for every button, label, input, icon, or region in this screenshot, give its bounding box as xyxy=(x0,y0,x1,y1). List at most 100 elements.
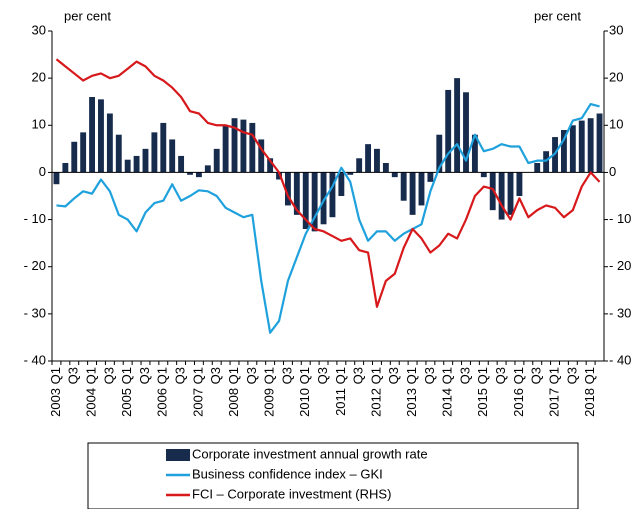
bar xyxy=(436,134,443,173)
bar xyxy=(578,120,585,173)
x-tick-label: 2015 Q1 xyxy=(475,367,490,417)
x-tick-label: 2010 Q1 xyxy=(297,367,312,417)
x-tick-label: 2008 Q1 xyxy=(226,367,241,417)
legend-label: Business confidence index – GKI xyxy=(192,466,383,481)
bar xyxy=(427,172,434,182)
y2-tick-label: 0 xyxy=(609,164,616,179)
legend-box xyxy=(87,442,579,509)
x-tick-label: Q3 xyxy=(173,367,188,384)
x-tick-label: 2011 Q1 xyxy=(333,367,348,416)
bar xyxy=(356,158,363,173)
bar xyxy=(178,155,185,173)
bar xyxy=(418,172,425,206)
y-tick-label: 10 xyxy=(32,117,46,132)
bar xyxy=(124,159,131,173)
bar xyxy=(293,172,300,215)
legend-label: Corporate investment annual growth rate xyxy=(192,446,428,461)
y2-axis-label: per cent xyxy=(534,8,581,23)
bar xyxy=(374,148,380,173)
bar xyxy=(115,134,122,173)
bar xyxy=(98,99,104,173)
y-tick-label: - 30 xyxy=(24,305,46,320)
bar xyxy=(471,134,478,173)
bar xyxy=(498,172,505,220)
legend-label: FCI – Corporate investment (RHS) xyxy=(192,486,391,501)
x-tick-label: Q3 xyxy=(493,367,508,384)
y2-tick-label: 20 xyxy=(609,70,623,85)
bar xyxy=(534,163,541,173)
y-tick-label: 0 xyxy=(39,164,46,179)
bar xyxy=(365,144,372,173)
bar xyxy=(80,132,87,173)
x-tick-label: Q3 xyxy=(244,367,259,384)
bar xyxy=(569,125,576,173)
x-tick-label: 2004 Q1 xyxy=(84,367,99,417)
x-tick-label: Q3 xyxy=(137,367,152,384)
x-tick-label: 2005 Q1 xyxy=(119,367,134,417)
bar xyxy=(160,122,167,173)
bar xyxy=(587,118,594,173)
x-tick-label: Q3 xyxy=(386,367,401,384)
bar xyxy=(133,155,140,173)
x-tick-label: Q3 xyxy=(208,367,223,384)
y-tick-label: - 40 xyxy=(24,352,46,367)
bar xyxy=(489,172,496,211)
bar xyxy=(142,148,149,173)
bar xyxy=(454,78,461,173)
bar xyxy=(284,172,291,206)
bar xyxy=(391,172,398,178)
line xyxy=(55,58,601,308)
bar xyxy=(311,172,318,232)
bar xyxy=(543,151,550,173)
x-tick-label: Q3 xyxy=(422,367,437,384)
y2-tick-label: - 10 xyxy=(609,211,631,226)
x-tick-label: Q3 xyxy=(66,367,81,384)
bar xyxy=(347,172,354,175)
bar xyxy=(516,172,523,196)
x-tick-label: 2012 Q1 xyxy=(368,367,383,417)
bar xyxy=(329,172,336,218)
bar xyxy=(560,130,567,173)
x-tick-label: Q3 xyxy=(351,367,366,384)
y2-tick-label: 30 xyxy=(609,22,623,37)
x-tick-label: 2003 Q1 xyxy=(48,367,63,417)
y2-tick-label: - 40 xyxy=(609,352,631,367)
bar xyxy=(89,97,96,173)
x-tick-label: Q3 xyxy=(279,367,294,384)
y2-tick-label: - 30 xyxy=(609,305,631,320)
bar xyxy=(71,141,78,173)
x-tick-label: 2013 Q1 xyxy=(404,367,419,417)
bar xyxy=(204,165,211,173)
y-tick-label: 20 xyxy=(32,70,46,85)
y-tick-label: - 10 xyxy=(24,211,46,226)
bar xyxy=(267,158,274,173)
bar xyxy=(276,172,282,180)
bar xyxy=(302,172,309,229)
legend-swatch xyxy=(166,449,190,461)
y2-tick-label: 10 xyxy=(609,117,623,132)
bar xyxy=(151,132,158,173)
bar xyxy=(53,172,60,185)
bar xyxy=(195,172,202,178)
x-tick-label: 2017 Q1 xyxy=(546,367,561,417)
bar xyxy=(320,172,327,225)
bar xyxy=(409,172,416,215)
y2-tick-label: - 20 xyxy=(609,258,631,273)
bar xyxy=(507,172,514,215)
bar xyxy=(596,113,603,173)
bar xyxy=(249,122,256,173)
bar xyxy=(463,92,469,173)
bar xyxy=(187,172,193,175)
x-tick-label: Q3 xyxy=(564,367,579,384)
y-tick-label: 30 xyxy=(32,22,46,37)
bar xyxy=(62,163,69,173)
bar xyxy=(222,125,229,173)
bar xyxy=(258,139,265,173)
x-tick-label: 2007 Q1 xyxy=(190,367,205,417)
bar xyxy=(400,172,407,201)
bar xyxy=(480,172,487,178)
x-tick-label: 2009 Q1 xyxy=(262,367,277,417)
bar xyxy=(240,119,247,173)
bar xyxy=(445,89,452,173)
